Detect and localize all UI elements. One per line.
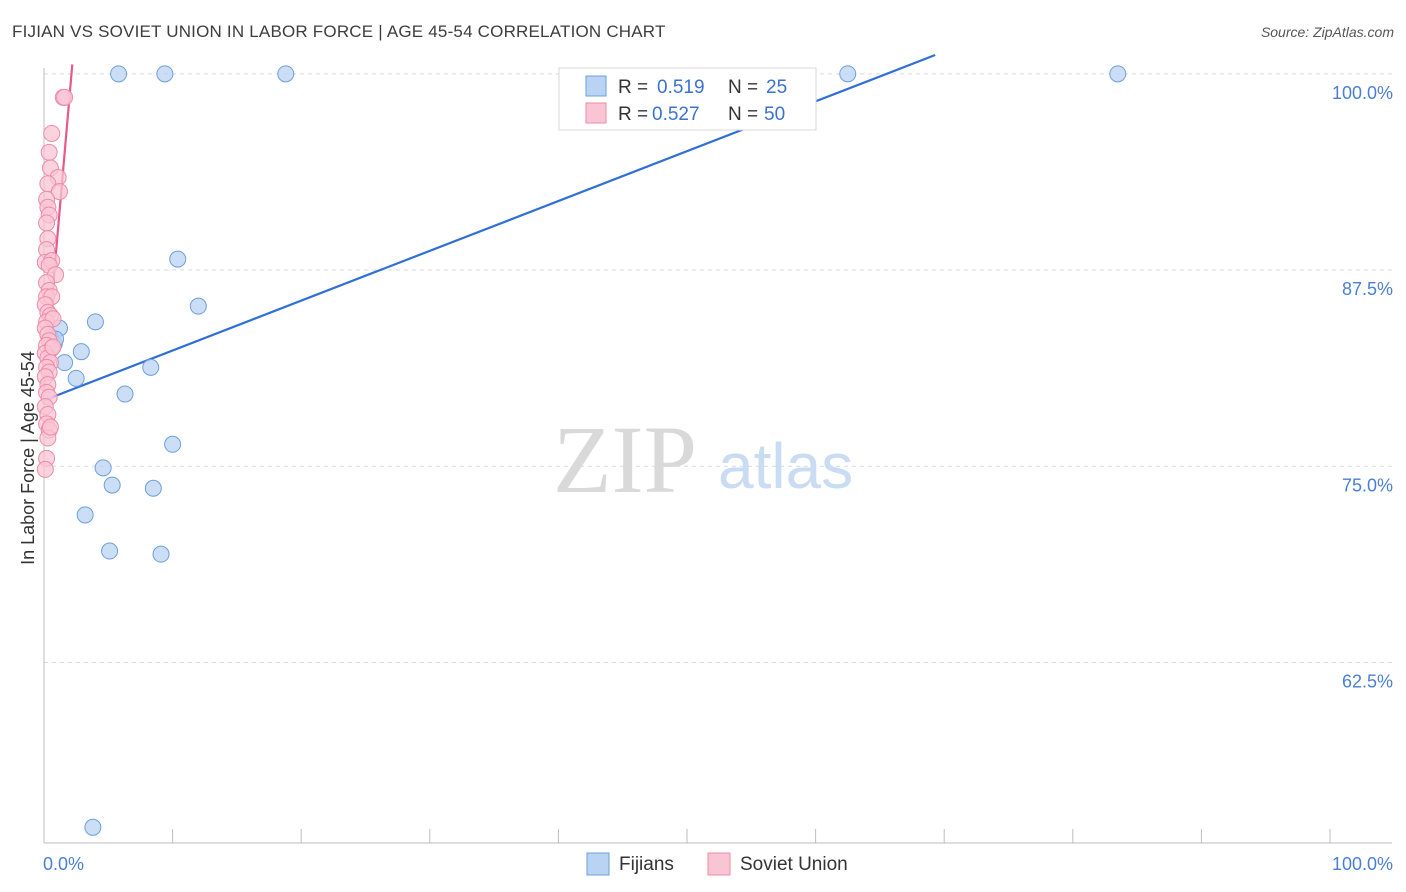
point-fijians-2 [277, 65, 295, 83]
x-tick-label-min: 0.0% [43, 854, 84, 874]
legend-n-label-1: N = [728, 77, 763, 98]
point-fijians-20 [76, 506, 94, 524]
legend-r-label-2: R = [618, 104, 653, 125]
point-soviet-union-11 [38, 214, 56, 232]
point-fijians-18 [103, 476, 121, 494]
x-tick-labels: 0.0% 100.0% [43, 854, 1393, 874]
point-fijians-11 [72, 343, 90, 361]
y-tick-labels: 62.5% 75.0% 87.5% 100.0% [1332, 83, 1393, 692]
point-fijians-23 [84, 818, 102, 836]
legend-swatch-fijians [585, 75, 607, 97]
point-fijians-19 [144, 479, 162, 497]
point-fijians-6 [189, 297, 207, 315]
point-fijians-17 [94, 459, 112, 477]
chart-title: FIJIAN VS SOVIET UNION IN LABOR FORCE | … [12, 22, 666, 41]
point-soviet-union-3 [40, 143, 58, 161]
point-fijians-1 [156, 65, 174, 83]
legend-bottom-label-soviet-union: Soviet Union [740, 854, 848, 875]
y-tick-label-3: 100.0% [1332, 83, 1393, 103]
watermark-zip: ZIP [553, 406, 697, 513]
legend-r-label-1: R = [618, 77, 653, 98]
data-points [36, 65, 1127, 836]
point-fijians-21 [101, 542, 119, 560]
point-fijians-5 [169, 250, 187, 268]
point-fijians-22 [152, 545, 170, 563]
legend-n-value-2: 50 [764, 104, 785, 125]
legend-r-value-1: 0.519 [657, 77, 705, 98]
grid-lines [44, 73, 1392, 663]
point-fijians-12 [56, 354, 74, 372]
legend-n-value-1: 25 [766, 77, 787, 98]
point-fijians-13 [142, 358, 160, 376]
point-fijians-3 [839, 65, 857, 83]
source-label: Source: ZipAtlas.com [1260, 24, 1394, 40]
legend-n-label-2: N = [728, 104, 763, 125]
point-soviet-union-48 [36, 460, 54, 478]
legend-bottom-label-fijians: Fijians [619, 854, 674, 875]
legend-bottom-swatch-fijians [586, 852, 610, 876]
point-fijians-15 [116, 385, 134, 403]
x-tick-label-max: 100.0% [1332, 854, 1393, 874]
y-tick-label-0: 62.5% [1342, 671, 1393, 691]
point-soviet-union-49 [44, 338, 62, 356]
legend-top: R = 0.519 N = 25 R = 0.527 N = 50 [558, 67, 817, 131]
legend-bottom: Fijians Soviet Union [586, 852, 848, 876]
legend-r-value-2: 0.527 [652, 104, 700, 125]
watermark: ZIP atlas [553, 406, 853, 513]
y-axis-title: In Labor Force | Age 45-54 [18, 351, 38, 565]
legend-swatch-soviet-union [585, 102, 607, 124]
point-soviet-union-2 [43, 124, 61, 142]
y-tick-label-2: 87.5% [1342, 279, 1393, 299]
point-soviet-union-7 [50, 183, 68, 201]
legend-bottom-swatch-soviet-union [707, 852, 731, 876]
point-fijians-7 [86, 313, 104, 331]
point-soviet-union-1 [56, 88, 74, 106]
point-fijians-0 [110, 65, 128, 83]
point-fijians-16 [164, 435, 182, 453]
point-fijians-4 [1109, 65, 1127, 83]
y-tick-label-1: 75.0% [1342, 475, 1393, 495]
watermark-atlas: atlas [718, 430, 853, 502]
point-soviet-union-46 [41, 418, 59, 436]
point-fijians-14 [67, 369, 85, 387]
